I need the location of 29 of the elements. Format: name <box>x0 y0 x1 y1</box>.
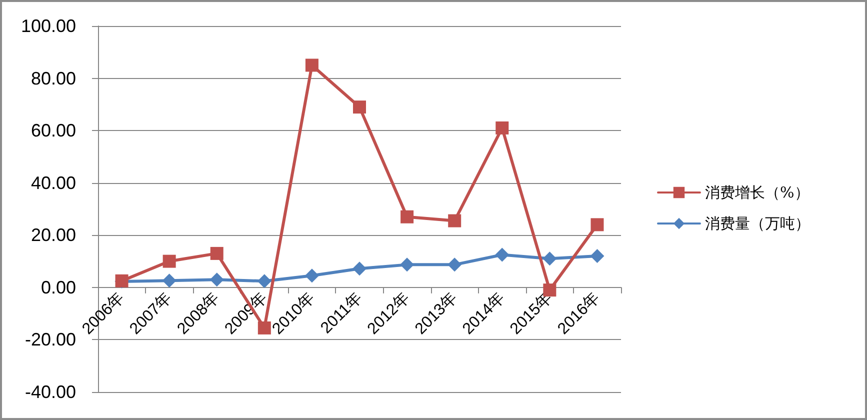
point <box>448 258 462 272</box>
point <box>353 100 366 114</box>
legend-label: 消费增长（%） <box>705 184 810 202</box>
point <box>210 246 224 260</box>
point <box>210 272 224 287</box>
y-tick-label: 40.00 <box>30 172 76 193</box>
y-tick-label: 0.00 <box>40 277 76 298</box>
point <box>542 252 557 266</box>
y-tick-label: 100.00 <box>20 16 76 36</box>
y-tick-label: 80.00 <box>30 68 76 88</box>
point <box>448 214 462 228</box>
point <box>495 248 510 262</box>
point <box>590 249 604 264</box>
point <box>400 210 414 224</box>
point <box>257 274 272 288</box>
point <box>304 268 319 283</box>
point <box>162 274 176 288</box>
y-tick-label: 20.00 <box>30 225 76 246</box>
point <box>496 121 509 134</box>
y-tick-label: -20.00 <box>24 330 76 350</box>
point <box>258 321 271 334</box>
y-tick-label: 60.00 <box>30 120 76 141</box>
legend-label: 消费量（万吨） <box>705 214 810 232</box>
point <box>590 218 604 232</box>
point <box>305 58 318 72</box>
point <box>162 254 176 268</box>
point <box>352 262 366 276</box>
y-tick-label: -40.00 <box>24 382 76 402</box>
point <box>400 258 414 272</box>
